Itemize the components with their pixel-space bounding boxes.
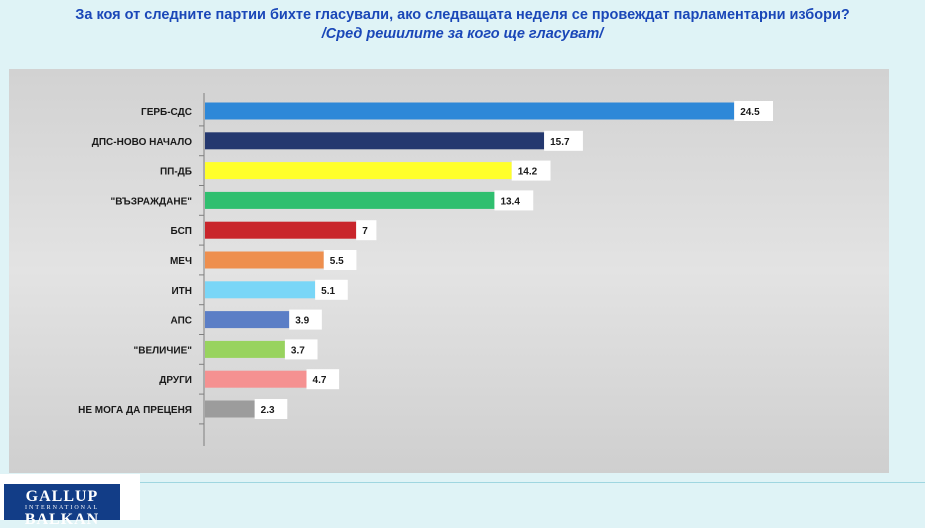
category-label: ДПС-НОВО НАЧАЛО: [92, 137, 192, 148]
bar: [205, 340, 285, 358]
data-label-box: [544, 130, 583, 151]
data-label: 24.5: [740, 107, 760, 118]
logo-text-balkan: BALKAN: [24, 511, 100, 528]
bar: [205, 132, 545, 150]
category-label: АПС: [171, 316, 193, 327]
bar: [205, 370, 307, 388]
category-label: "ВЕЛИЧИЕ": [134, 345, 193, 356]
data-label-box: [511, 160, 551, 181]
data-label-box: [356, 220, 377, 241]
category-label: ГЕРБ-СДС: [141, 107, 192, 118]
bar: [205, 311, 290, 329]
data-label-box: [289, 309, 322, 330]
data-label-box: [284, 339, 318, 360]
category-label: БСП: [171, 226, 192, 237]
data-label: 7: [362, 226, 368, 237]
logo-text-international: INTERNATIONAL: [25, 505, 99, 511]
category-label: МЕЧ: [170, 256, 192, 267]
data-label-box: [323, 250, 357, 270]
bar: [205, 162, 512, 180]
gallup-logo-box: GALLUP INTERNATIONAL BALKAN: [4, 484, 120, 528]
bar: [205, 251, 324, 269]
data-label: 2.3: [261, 405, 275, 416]
bar: [205, 400, 255, 418]
data-label: 4.7: [313, 375, 327, 386]
gallup-logo: GALLUP INTERNATIONAL BALKAN: [0, 474, 140, 528]
category-label: "ВЪЗРАЖДАНЕ": [111, 196, 193, 207]
chart-title: За коя от следните партии бихте гласувал…: [75, 7, 850, 23]
data-label: 14.2: [518, 167, 538, 178]
logo-text-gallup: GALLUP: [25, 488, 99, 505]
category-label: ИТН: [171, 286, 192, 297]
data-label-box: [315, 279, 348, 300]
category-label: ДРУГИ: [159, 375, 192, 386]
data-label: 5.1: [321, 286, 335, 297]
data-label: 13.4: [500, 196, 520, 207]
data-label: 3.9: [295, 316, 309, 327]
data-label: 15.7: [550, 137, 570, 148]
data-label-box: [734, 101, 773, 121]
footer-divider: [140, 482, 925, 483]
data-label-box: [494, 190, 534, 211]
data-label-box: [306, 369, 340, 390]
bar: [205, 281, 316, 299]
data-label: 5.5: [330, 256, 344, 267]
data-label: 3.7: [291, 345, 305, 356]
chart-subtitle: /Сред решилите за кого ще гласуват/: [321, 26, 604, 42]
bar: [205, 191, 495, 209]
bar: [205, 102, 735, 120]
category-label: ПП-ДБ: [160, 167, 192, 178]
category-label: НЕ МОГА ДА ПРЕЦЕНЯ: [78, 405, 192, 416]
bar-chart: ГЕРБ-СДС 24.5 ДПС-НОВО НАЧАЛО 15.7 ПП-ДБ 14.2…: [78, 93, 773, 446]
bar: [205, 221, 357, 239]
data-label-box: [254, 399, 288, 419]
plot-panel: ГЕРБ-СДС 24.5 ДПС-НОВО НАЧАЛО 15.7 ПП-ДБ 14.2…: [9, 69, 889, 473]
